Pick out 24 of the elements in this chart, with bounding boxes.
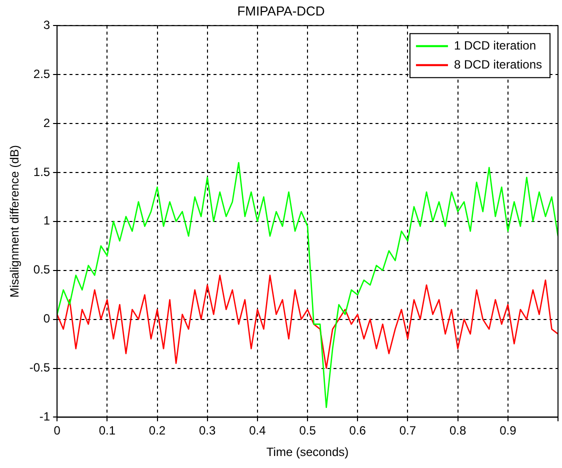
x-tick-label: 0.8 bbox=[449, 424, 466, 438]
y-axis-title: Misalignment difference (dB) bbox=[8, 145, 22, 298]
x-tick-label: 0.6 bbox=[349, 424, 366, 438]
y-tick-label: 2 bbox=[43, 116, 50, 130]
legend-label: 8 DCD iterations bbox=[454, 57, 542, 72]
x-tick-label: 0.4 bbox=[249, 424, 266, 438]
y-tick-label: 3 bbox=[43, 18, 50, 32]
x-tick-label: 0.1 bbox=[98, 424, 116, 438]
x-tick-label: 0.3 bbox=[199, 424, 216, 438]
y-tick-label: 0.5 bbox=[33, 262, 50, 277]
x-axis-title: Time (seconds) bbox=[266, 445, 349, 460]
x-tick-label: 0.7 bbox=[399, 424, 416, 438]
x-tick-label: 0 bbox=[54, 424, 61, 438]
x-tick-label: 0.9 bbox=[500, 424, 517, 438]
x-tick-label: 0.5 bbox=[299, 424, 316, 438]
y-tick-label: 1.5 bbox=[33, 164, 50, 179]
y-tick-label: 1 bbox=[43, 214, 50, 228]
y-tick-label: 2.5 bbox=[33, 66, 50, 81]
y-tick-label: 0 bbox=[43, 312, 50, 326]
chart-title: FMIPAPA-DCD bbox=[237, 3, 325, 18]
legend-label: 1 DCD iteration bbox=[454, 38, 536, 52]
y-tick-label: -1 bbox=[39, 410, 50, 424]
x-tick-label: 0.2 bbox=[148, 424, 166, 438]
y-tick-label: -0.5 bbox=[29, 360, 50, 375]
